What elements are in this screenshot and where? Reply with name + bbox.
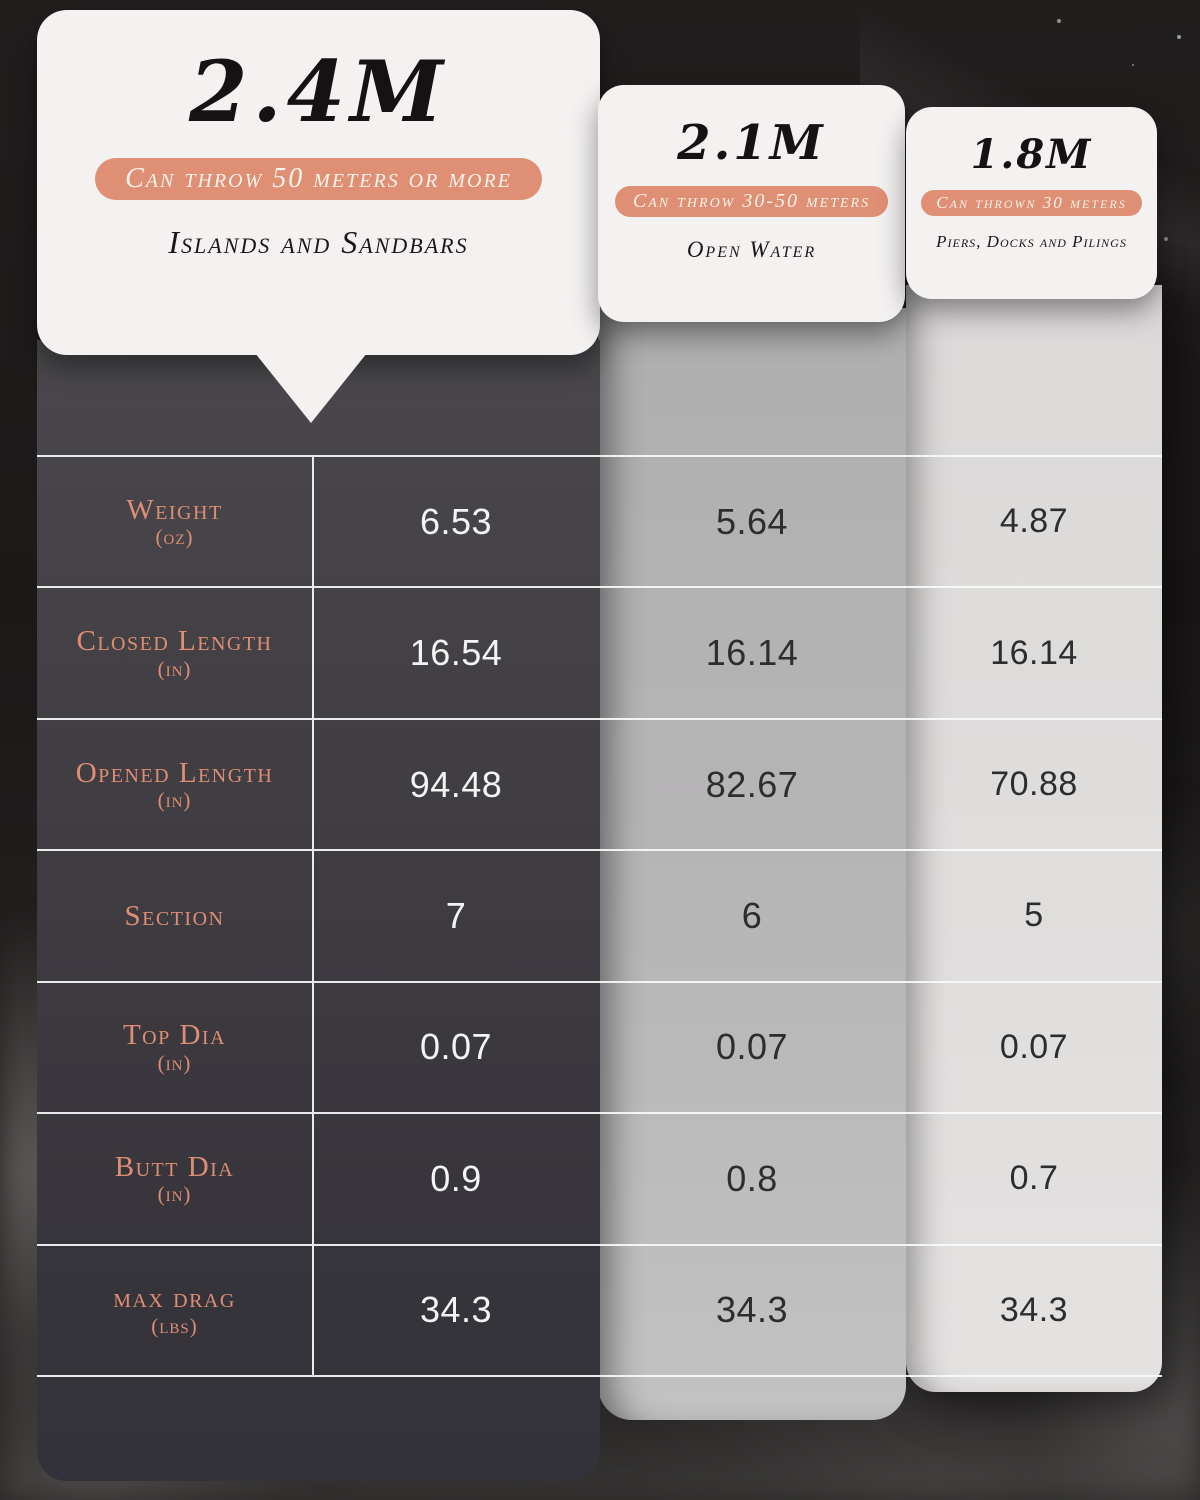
row-label: Opened Length (in) bbox=[37, 720, 312, 849]
spec-table: Weight (oz) 6.53 5.64 4.87 Closed Length… bbox=[37, 455, 1162, 1377]
table-row-closed-length: Closed Length (in) 16.54 16.14 16.14 bbox=[37, 586, 1162, 718]
value-cell-2-1m: 16.14 bbox=[705, 632, 799, 674]
header-card-1-8m: 1.8M Can thrown 30 meters Piers, Docks a… bbox=[906, 107, 1157, 299]
value-cell-2-4m: 94.48 bbox=[312, 719, 598, 850]
size-title: 2.1M bbox=[677, 115, 826, 171]
row-label-text: Closed Length bbox=[76, 625, 273, 658]
value-cell-1-8m: 16.14 bbox=[990, 633, 1078, 672]
value-cell-2-4m: 7 bbox=[312, 851, 598, 981]
throw-range-badge: Can throw 30-50 meters bbox=[614, 185, 889, 217]
row-label-text: Top Dia bbox=[122, 1019, 227, 1052]
row-label-text: Weight bbox=[126, 493, 223, 526]
column-panel-2-1m bbox=[598, 308, 906, 1420]
value-cell-2-1m: 34.3 bbox=[715, 1289, 789, 1331]
row-label: Top Dia (in) bbox=[37, 983, 312, 1112]
table-row-opened-length: Opened Length (in) 94.48 82.67 70.88 bbox=[37, 717, 1162, 850]
size-title: 2.4M bbox=[188, 42, 449, 141]
row-unit: (lbs) bbox=[151, 1313, 198, 1338]
value-cell-2-1m: 82.67 bbox=[705, 763, 799, 805]
value-cell-1-8m: 0.07 bbox=[999, 1027, 1069, 1066]
size-title: 1.8M bbox=[970, 131, 1093, 178]
star-specks bbox=[0, 0, 2, 2]
row-label-text: Opened Length bbox=[75, 756, 274, 789]
row-unit: (in) bbox=[157, 1050, 192, 1075]
row-label: max drag (lbs) bbox=[37, 1246, 312, 1375]
speech-tail bbox=[255, 353, 367, 423]
row-unit: (oz) bbox=[155, 525, 194, 550]
throw-range-badge: Can thrown 30 meters bbox=[921, 190, 1142, 216]
value-cell-1-8m: 4.87 bbox=[999, 502, 1069, 541]
row-label: Butt Dia (in) bbox=[37, 1114, 312, 1243]
row-label: Weight (oz) bbox=[37, 457, 312, 586]
value-cell-1-8m: 0.7 bbox=[1009, 1159, 1059, 1198]
table-row-butt-dia: Butt Dia (in) 0.9 0.8 0.7 bbox=[37, 1112, 1162, 1244]
value-cell-1-8m: 70.88 bbox=[990, 765, 1078, 804]
row-label-text: max drag bbox=[113, 1282, 236, 1315]
row-label-text: Butt Dia bbox=[114, 1150, 235, 1183]
use-case-label: Open Water bbox=[686, 236, 817, 262]
row-label-text: Section bbox=[124, 899, 225, 932]
header-card-2-4m: 2.4M Can throw 50 meters or more Islands… bbox=[37, 10, 600, 423]
throw-range-badge: Can throw 50 meters or more bbox=[95, 158, 542, 201]
use-case-label: Piers, Docks and Pilings bbox=[936, 232, 1127, 251]
value-cell-2-1m: 5.64 bbox=[715, 500, 789, 542]
row-unit: (in) bbox=[157, 656, 192, 681]
table-row-max-drag: max drag (lbs) 34.3 34.3 34.3 bbox=[37, 1243, 1162, 1375]
header-card-2-1m: 2.1M Can throw 30-50 meters Open Water bbox=[598, 85, 905, 322]
row-label: Closed Length (in) bbox=[37, 588, 312, 717]
use-case-label: Islands and Sandbars bbox=[168, 224, 469, 261]
value-cell-2-1m: 0.8 bbox=[726, 1157, 778, 1199]
table-row-weight: Weight (oz) 6.53 5.64 4.87 bbox=[37, 455, 1162, 587]
column-panel-1-8m bbox=[906, 285, 1162, 1392]
row-unit: (in) bbox=[157, 1182, 192, 1207]
value-cell-1-8m: 34.3 bbox=[999, 1290, 1069, 1329]
value-cell-2-4m: 0.07 bbox=[312, 982, 598, 1113]
value-cell-2-4m: 0.9 bbox=[312, 1114, 598, 1244]
column-panel-2-4m bbox=[37, 340, 600, 1481]
table-row-top-dia: Top Dia (in) 0.07 0.07 0.07 bbox=[37, 980, 1162, 1113]
value-cell-2-1m: 0.07 bbox=[715, 1026, 789, 1068]
row-label: Section bbox=[37, 851, 312, 980]
value-cell-2-4m: 34.3 bbox=[312, 1245, 598, 1375]
table-row-section: Section 7 6 5 bbox=[37, 849, 1162, 981]
value-cell-2-4m: 6.53 bbox=[312, 457, 598, 587]
value-cell-2-1m: 6 bbox=[741, 894, 763, 936]
row-unit: (in) bbox=[157, 788, 192, 813]
value-cell-2-4m: 16.54 bbox=[312, 588, 598, 718]
value-cell-1-8m: 5 bbox=[1024, 896, 1044, 935]
